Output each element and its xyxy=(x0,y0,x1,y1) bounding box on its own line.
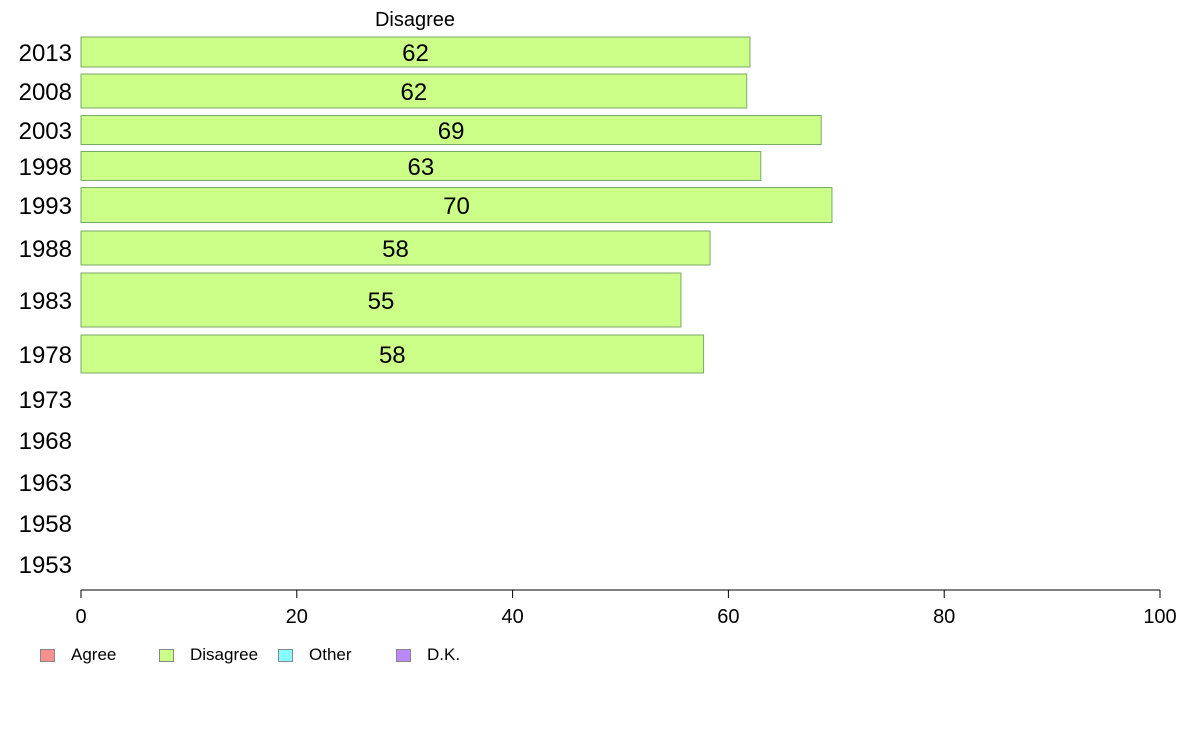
legend-label: Other xyxy=(309,645,352,664)
legend-label: Agree xyxy=(71,645,117,664)
chart-title: Disagree xyxy=(375,9,455,31)
x-axis: 0 20 40 60 80 100 xyxy=(75,589,1177,628)
bar-1978 xyxy=(80,334,705,374)
legend-item-disagree: Disagree xyxy=(159,645,278,665)
bar-value-label: 70 xyxy=(443,193,470,220)
year-label: 1973 xyxy=(19,387,72,414)
bar-2008 xyxy=(80,73,748,109)
year-label: 1953 xyxy=(19,552,72,579)
year-label: 1968 xyxy=(19,428,72,455)
bar-value-label: 58 xyxy=(379,342,406,369)
bar-2003 xyxy=(80,115,822,145)
year-label: 2013 xyxy=(19,40,72,67)
bar-2013 xyxy=(80,36,751,68)
x-tick-label: 60 xyxy=(717,606,739,628)
x-tick-label: 80 xyxy=(933,606,955,628)
x-tick-label: 0 xyxy=(75,606,86,628)
year-label: 2008 xyxy=(19,79,72,106)
legend-label: D.K. xyxy=(427,645,461,664)
legend-swatch xyxy=(396,648,411,662)
bar-1998 xyxy=(80,151,762,181)
year-label: 1988 xyxy=(19,236,72,263)
bar-value-label: 58 xyxy=(382,236,409,263)
x-tick-label: 20 xyxy=(286,606,308,628)
year-label: 2003 xyxy=(19,118,72,145)
legend-item-dk: D.K. xyxy=(396,645,460,665)
year-labels-group: 2013 2008 2003 1998 1993 1988 1983 1978 1973 1968… xyxy=(19,40,72,579)
year-label: 1958 xyxy=(19,511,72,538)
legend-item-other: Other xyxy=(278,645,396,665)
legend-item-agree: Agree xyxy=(40,645,159,665)
bar-value-label: 69 xyxy=(438,118,465,145)
bar-value-label: 62 xyxy=(401,79,428,106)
bar-value-label: 63 xyxy=(408,154,435,181)
x-tick-label: 100 xyxy=(1143,606,1176,628)
bar-1983 xyxy=(80,272,682,328)
year-label: 1998 xyxy=(19,154,72,181)
legend-label: Disagree xyxy=(190,645,259,664)
bar-1993 xyxy=(80,187,833,223)
bar-value-label: 62 xyxy=(402,40,429,67)
legend-swatch xyxy=(278,648,293,662)
x-tick-label: 40 xyxy=(501,606,523,628)
year-label: 1983 xyxy=(19,288,72,315)
bar-value-label: 55 xyxy=(368,288,395,315)
legend-swatch xyxy=(159,648,174,662)
year-label: 1993 xyxy=(19,193,72,220)
year-label: 1978 xyxy=(19,342,72,369)
bar-1988 xyxy=(80,230,711,266)
year-label: 1963 xyxy=(19,470,72,497)
legend: Agree Disagree Other D.K. xyxy=(40,645,460,665)
legend-swatch xyxy=(40,648,55,662)
